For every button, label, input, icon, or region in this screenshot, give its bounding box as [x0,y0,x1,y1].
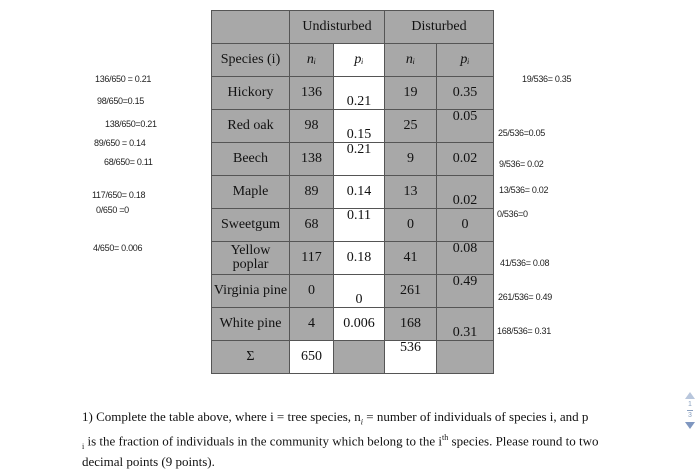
species-name: White pine [211,307,290,341]
disturbed-n: 19 [384,76,437,110]
note-sweetgum-undisturbed: 68/650= 0.11 [104,157,153,167]
page-divider [687,410,693,411]
species-name: Beech [211,142,290,176]
disturbed-p-input[interactable]: 0.49 [436,274,494,308]
note-maple-disturbed: 13/536= 0.02 [499,185,549,195]
question-part: 1) Complete the table above, where i = t… [82,409,361,424]
undisturbed-p-input[interactable]: 0.21 [333,142,385,176]
table-row: Beech 138 0.21 9 0.02 [211,142,494,176]
disturbed-n: 261 [384,274,437,308]
undisturbed-p-input[interactable]: 0.18 [333,241,385,275]
note-redoak-disturbed: 25/536=0.05 [498,128,545,138]
note-maple-undisturbed: 89/650 = 0.14 [94,138,146,148]
header-disturbed-n: nᵢ [384,43,437,77]
sum-row: Σ 650 536 [211,340,494,374]
disturbed-n: 13 [384,175,437,209]
question-part: = number of individuals of species i, an… [363,409,589,424]
note-yellowpoplar-disturbed: 41/536= 0.08 [500,258,550,268]
undisturbed-p-input[interactable]: 0.11 [333,208,385,242]
undisturbed-p-input[interactable]: 0.006 [333,307,385,341]
sum-symbol: Σ [211,340,290,374]
undisturbed-n: 98 [289,109,334,143]
empty-cell [333,340,385,374]
note-beech-undisturbed: 138/650=0.21 [105,119,157,129]
undisturbed-n: 136 [289,76,334,110]
note-sweetgum-disturbed: 0/536=0 [497,209,528,219]
question-text: 1) Complete the table above, where i = t… [82,409,642,469]
table-row: Sweetgum 68 0.11 0 0 [211,208,494,242]
group-header-disturbed: Disturbed [384,10,494,44]
subscript: i [360,417,364,427]
disturbed-n: 168 [384,307,437,341]
undisturbed-sum-input[interactable]: 650 [289,340,334,374]
page-down-icon[interactable] [685,422,695,429]
undisturbed-n: 68 [289,208,334,242]
undisturbed-p-input[interactable]: 0 [333,274,385,308]
species-table: Undisturbed Disturbed Species (i) nᵢ pᵢ … [211,10,494,374]
disturbed-n: 9 [384,142,437,176]
corner-cell [211,10,290,44]
subscript: i [82,441,85,451]
species-name: Virginia pine [211,274,290,308]
species-name: Maple [211,175,290,209]
note-virginiapine-disturbed: 261/536= 0.49 [498,292,552,302]
species-name: Red oak [211,109,290,143]
species-name: Sweetgum [211,208,290,242]
note-hickory-disturbed: 19/536= 0.35 [522,74,572,84]
disturbed-n: 25 [384,109,437,143]
undisturbed-n: 89 [289,175,334,209]
disturbed-p-input[interactable]: 0.08 [436,241,494,275]
group-header-undisturbed: Undisturbed [289,10,385,44]
header-disturbed-p: pᵢ [436,43,494,77]
undisturbed-n: 4 [289,307,334,341]
undisturbed-n: 138 [289,142,334,176]
note-virginiapine-undisturbed: 0/650 =0 [96,205,129,215]
note-redoak-undisturbed: 98/650=0.15 [97,96,144,106]
species-name: Hickory [211,76,290,110]
current-page: 1 [688,401,692,408]
table-row: Maple 89 0.14 13 0.02 [211,175,494,209]
disturbed-p-input[interactable]: 0 [436,208,494,242]
species-name: Yellow poplar [211,241,290,275]
disturbed-sum-input[interactable]: 536 [384,340,437,374]
disturbed-p-input[interactable]: 0.05 [436,109,494,143]
page-navigator: 1 3 [683,392,697,429]
undisturbed-p-input[interactable]: 0.15 [333,109,385,143]
table-row: White pine 4 0.006 168 0.31 [211,307,494,341]
undisturbed-n: 0 [289,274,334,308]
disturbed-p-input[interactable]: 0.02 [436,175,494,209]
disturbed-p-input[interactable]: 0.02 [436,142,494,176]
note-whitepine-disturbed: 168/536= 0.31 [497,326,551,336]
question-part: is the fraction of individuals in the co… [84,432,443,448]
undisturbed-p-input[interactable]: 0.21 [333,76,385,110]
disturbed-p-input[interactable]: 0.35 [436,76,494,110]
undisturbed-n: 117 [289,241,334,275]
disturbed-n: 0 [384,208,437,242]
note-whitepine-undisturbed: 4/650= 0.006 [93,243,143,253]
empty-cell [436,340,494,374]
note-yellowpoplar-undisturbed: 117/650= 0.18 [92,190,146,200]
total-pages: 3 [688,412,692,419]
header-undisturbed-p: pᵢ [333,43,385,77]
page-up-icon[interactable] [685,392,695,399]
superscript: th [442,432,449,442]
table-row: Red oak 98 0.15 25 0.05 [211,109,494,143]
header-species: Species (i) [211,43,290,77]
undisturbed-p-input[interactable]: 0.14 [333,175,385,209]
table-row: Yellow poplar 117 0.18 41 0.08 [211,241,494,275]
table-row: Virginia pine 0 0 261 0.49 [211,274,494,308]
note-beech-disturbed: 9/536= 0.02 [499,159,544,169]
header-undisturbed-n: nᵢ [289,43,334,77]
table-row: Hickory 136 0.21 19 0.35 [211,76,494,110]
disturbed-n: 41 [384,241,437,275]
note-hickory-undisturbed: 136/650 = 0.21 [95,74,152,84]
disturbed-p-input[interactable]: 0.31 [436,307,494,341]
